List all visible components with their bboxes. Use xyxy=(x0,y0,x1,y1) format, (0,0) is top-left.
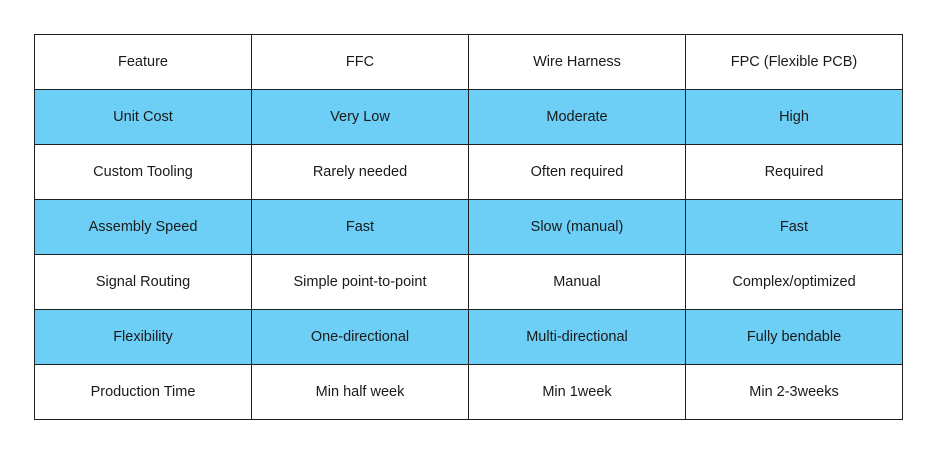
table-cell: Min 1week xyxy=(468,364,686,420)
table-cell: Min 2-3weeks xyxy=(685,364,903,420)
header-cell-wire-harness: Wire Harness xyxy=(468,34,686,90)
row-label-cell: Signal Routing xyxy=(34,254,252,310)
table-cell: Often required xyxy=(468,144,686,200)
table-row: Signal Routing Simple point-to-point Man… xyxy=(34,254,903,310)
table-cell: High xyxy=(685,89,903,145)
header-row: Feature FFC Wire Harness FPC (Flexible P… xyxy=(34,34,903,90)
table-row: Production Time Min half week Min 1week … xyxy=(34,364,903,420)
row-label-cell: Custom Tooling xyxy=(34,144,252,200)
table-cell: Moderate xyxy=(468,89,686,145)
table-cell: Min half week xyxy=(251,364,469,420)
row-label-cell: Unit Cost xyxy=(34,89,252,145)
table-row: Flexibility One-directional Multi-direct… xyxy=(34,309,903,365)
table-row: Unit Cost Very Low Moderate High xyxy=(34,89,903,145)
row-label-cell: Flexibility xyxy=(34,309,252,365)
table-cell: Rarely needed xyxy=(251,144,469,200)
table-cell: Very Low xyxy=(251,89,469,145)
table-cell: Slow (manual) xyxy=(468,199,686,255)
table-row: Assembly Speed Fast Slow (manual) Fast xyxy=(34,199,903,255)
header-cell-ffc: FFC xyxy=(251,34,469,90)
table-cell: Manual xyxy=(468,254,686,310)
comparison-table: Feature FFC Wire Harness FPC (Flexible P… xyxy=(34,34,903,420)
table-cell: Multi-directional xyxy=(468,309,686,365)
header-cell-fpc: FPC (Flexible PCB) xyxy=(685,34,903,90)
table-cell: Required xyxy=(685,144,903,200)
table-cell: Fully bendable xyxy=(685,309,903,365)
row-label-cell: Production Time xyxy=(34,364,252,420)
table-cell: Fast xyxy=(685,199,903,255)
row-label-cell: Assembly Speed xyxy=(34,199,252,255)
table-cell: Complex/optimized xyxy=(685,254,903,310)
table-cell: One-directional xyxy=(251,309,469,365)
table-cell: Fast xyxy=(251,199,469,255)
table-row: Custom Tooling Rarely needed Often requi… xyxy=(34,144,903,200)
header-cell-feature: Feature xyxy=(34,34,252,90)
table-cell: Simple point-to-point xyxy=(251,254,469,310)
